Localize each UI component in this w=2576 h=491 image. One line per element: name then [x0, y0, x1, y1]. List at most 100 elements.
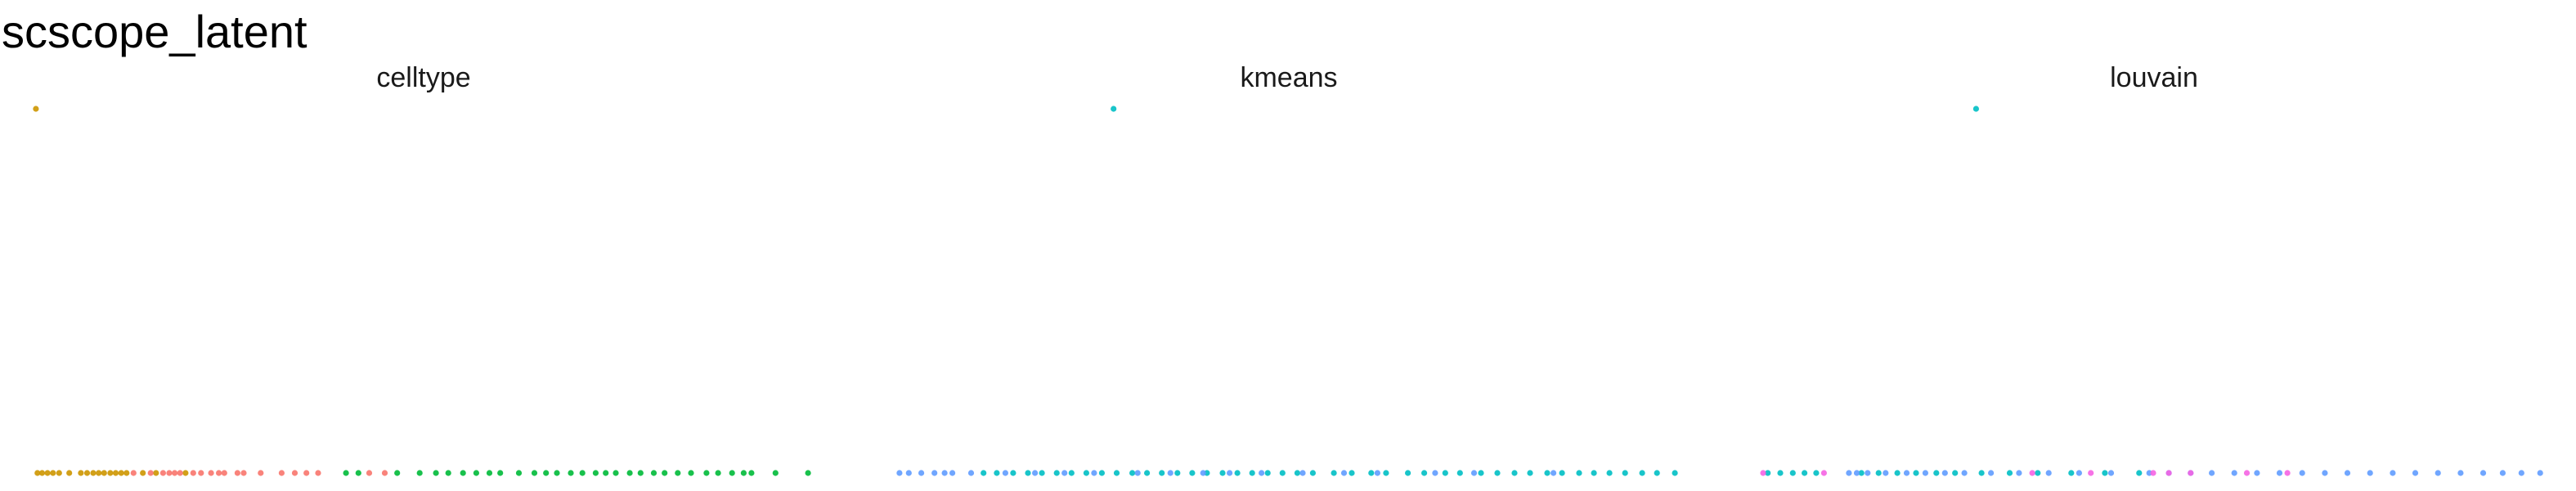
point-celltype-2-18: [613, 470, 619, 476]
point-louvain-1-27: [2457, 470, 2464, 476]
panel-kmeans: kmeans: [896, 62, 1678, 476]
point-celltype-1-12: [240, 470, 247, 476]
point-celltype-2-25: [703, 470, 710, 476]
point-louvain-1-30: [2518, 470, 2524, 476]
point-kmeans-0-38: [1576, 470, 1582, 476]
point-louvain-0-15: [2068, 470, 2075, 476]
point-louvain-2-6: [2188, 470, 2194, 476]
point-louvain-1-0: [1846, 470, 1852, 476]
point-louvain-1-31: [2537, 470, 2543, 476]
point-kmeans-0-31: [1456, 470, 1463, 476]
point-celltype-0-8: [83, 470, 91, 476]
point-kmeans-0-39: [1591, 470, 1597, 476]
point-kmeans-0-24: [1331, 470, 1337, 476]
point-celltype-0-9: [90, 470, 96, 476]
point-celltype-1-7: [198, 470, 204, 476]
point-louvain-1-6: [1941, 470, 1948, 476]
point-celltype-0-17: [153, 470, 159, 476]
point-louvain-2-3: [2088, 470, 2094, 476]
point-louvain-0-2: [1777, 470, 1784, 476]
point-kmeans-0-26: [1368, 470, 1375, 476]
point-kmeans-0-23: [1309, 470, 1316, 476]
point-celltype-1-3: [166, 470, 173, 476]
point-kmeans-0-28: [1405, 470, 1411, 476]
point-celltype-1-10: [221, 470, 227, 476]
point-kmeans-0-40: [1606, 470, 1613, 476]
point-kmeans-0-15: [1189, 470, 1196, 476]
point-kmeans-1-2: [918, 470, 925, 476]
point-louvain-2-1: [1820, 470, 1827, 476]
point-louvain-0-0: [1972, 106, 1979, 112]
point-celltype-0-7: [78, 470, 84, 476]
point-kmeans-1-5: [949, 470, 956, 476]
point-celltype-1-6: [190, 470, 196, 476]
point-celltype-2-0: [343, 470, 349, 476]
point-celltype-0-3: [44, 470, 51, 476]
point-kmeans-0-1: [981, 470, 987, 476]
point-louvain-0-12: [1978, 470, 1985, 476]
point-kmeans-1-1: [905, 470, 912, 476]
point-celltype-1-1: [147, 470, 154, 476]
point-kmeans-0-19: [1249, 470, 1255, 476]
panel-celltype: celltype: [33, 62, 811, 476]
point-louvain-1-21: [2322, 470, 2328, 476]
point-kmeans-1-9: [1061, 470, 1068, 476]
point-kmeans-1-8: [1032, 470, 1039, 476]
point-kmeans-0-43: [1654, 470, 1660, 476]
point-celltype-0-4: [50, 470, 56, 476]
point-celltype-0-12: [107, 470, 114, 476]
point-louvain-1-17: [2231, 470, 2237, 476]
point-celltype-2-5: [445, 470, 451, 476]
point-celltype-1-14: [278, 470, 285, 476]
point-louvain-1-7: [1961, 470, 1968, 476]
point-louvain-2-0: [1760, 470, 1766, 476]
point-louvain-0-7: [1875, 470, 1882, 476]
point-celltype-2-29: [748, 470, 755, 476]
point-louvain-1-22: [2344, 470, 2351, 476]
point-kmeans-0-35: [1527, 470, 1533, 476]
point-louvain-1-8: [1988, 470, 1995, 476]
point-louvain-2-5: [2165, 470, 2172, 476]
point-kmeans-0-29: [1421, 470, 1428, 476]
point-louvain-1-11: [2076, 470, 2082, 476]
point-celltype-1-11: [234, 470, 240, 476]
point-celltype-2-16: [592, 470, 599, 476]
point-kmeans-0-14: [1174, 470, 1181, 476]
point-kmeans-0-4: [1025, 470, 1031, 476]
point-louvain-0-16: [2102, 470, 2108, 476]
point-celltype-0-2: [38, 470, 46, 476]
point-kmeans-0-7: [1068, 470, 1075, 476]
point-celltype-2-31: [805, 470, 811, 476]
point-kmeans-1-12: [1167, 470, 1174, 476]
point-kmeans-0-36: [1544, 470, 1551, 476]
point-kmeans-0-20: [1264, 470, 1271, 476]
point-celltype-1-16: [303, 470, 310, 476]
point-celltype-0-15: [123, 470, 130, 476]
point-celltype-1-15: [291, 470, 298, 476]
point-celltype-1-9: [216, 470, 222, 476]
panel-louvain: louvain: [1760, 62, 2543, 476]
point-louvain-0-3: [1789, 470, 1796, 476]
point-louvain-0-4: [1802, 470, 1808, 476]
point-kmeans-0-44: [1672, 470, 1678, 476]
point-celltype-2-8: [486, 470, 493, 476]
point-louvain-2-2: [2029, 470, 2035, 476]
point-kmeans-0-32: [1478, 470, 1484, 476]
point-louvain-1-26: [2435, 470, 2441, 476]
point-kmeans-0-6: [1053, 470, 1060, 476]
point-kmeans-1-0: [896, 470, 903, 476]
panel-title-celltype: celltype: [376, 62, 470, 93]
point-kmeans-0-17: [1219, 470, 1226, 476]
point-celltype-2-26: [715, 470, 721, 476]
point-celltype-2-14: [568, 470, 574, 476]
point-celltype-0-16: [140, 470, 146, 476]
point-kmeans-1-20: [1470, 470, 1478, 476]
point-kmeans-0-37: [1559, 470, 1565, 476]
point-kmeans-1-4: [941, 470, 948, 476]
point-louvain-0-5: [1813, 470, 1820, 476]
point-celltype-2-23: [675, 470, 681, 476]
point-kmeans-0-30: [1442, 470, 1448, 476]
point-celltype-0-14: [118, 470, 124, 476]
point-kmeans-0-13: [1159, 470, 1165, 476]
point-kmeans-1-11: [1134, 470, 1141, 476]
